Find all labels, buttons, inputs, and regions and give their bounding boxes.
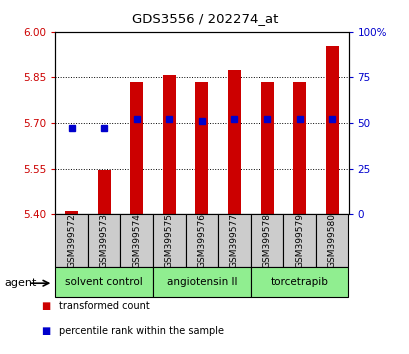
Bar (185, 214, 218, 267)
Text: ■: ■ (41, 326, 50, 336)
Bar (55, 267, 153, 297)
Bar (130, 82, 143, 214)
Bar (325, 46, 338, 214)
Text: GSM399578: GSM399578 (262, 213, 271, 268)
Bar (120, 214, 153, 267)
Bar (250, 214, 283, 267)
Bar (153, 267, 250, 297)
Bar (292, 82, 306, 214)
Text: GSM399575: GSM399575 (164, 213, 173, 268)
Bar (88, 214, 120, 267)
Bar (97, 170, 110, 214)
Text: GDS3556 / 202274_at: GDS3556 / 202274_at (131, 12, 278, 25)
Text: GSM399573: GSM399573 (99, 213, 108, 268)
Text: GSM399580: GSM399580 (327, 213, 336, 268)
Bar (218, 214, 250, 267)
Text: GSM399576: GSM399576 (197, 213, 206, 268)
Text: agent: agent (4, 278, 36, 288)
Text: solvent control: solvent control (65, 277, 143, 287)
Bar (153, 214, 185, 267)
Bar (162, 75, 175, 214)
Bar (260, 82, 273, 214)
Text: GSM399577: GSM399577 (229, 213, 238, 268)
Text: transformed count: transformed count (59, 301, 150, 311)
Bar (283, 214, 315, 267)
Text: torcetrapib: torcetrapib (270, 277, 328, 287)
Text: GSM399579: GSM399579 (294, 213, 303, 268)
Text: GSM399574: GSM399574 (132, 213, 141, 268)
Bar (65, 211, 78, 214)
Bar (55, 214, 88, 267)
Text: ■: ■ (41, 301, 50, 311)
Text: angiotensin II: angiotensin II (166, 277, 236, 287)
Text: percentile rank within the sample: percentile rank within the sample (59, 326, 224, 336)
Text: GSM399572: GSM399572 (67, 213, 76, 268)
Bar (315, 214, 348, 267)
Bar (227, 70, 240, 214)
Bar (195, 82, 208, 214)
Bar (250, 267, 348, 297)
